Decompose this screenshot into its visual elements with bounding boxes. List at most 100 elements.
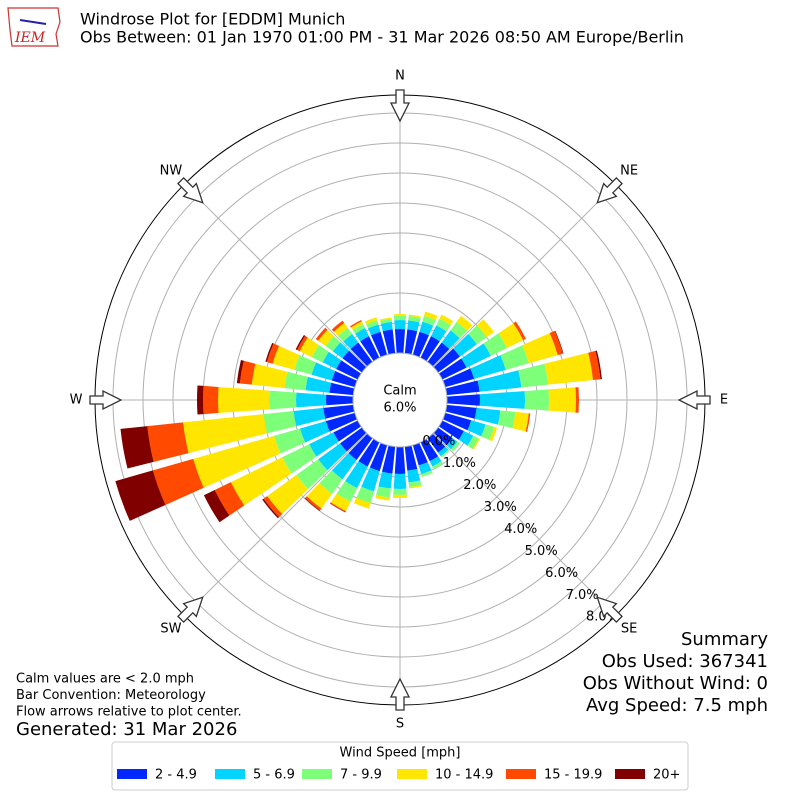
wind-bar-segment	[251, 363, 288, 389]
wind-bar-segment	[477, 370, 522, 392]
compass-label: E	[720, 393, 728, 408]
ring-grid-line	[172, 172, 628, 628]
compass-label: S	[396, 717, 404, 732]
wind-bar-segment	[445, 380, 480, 396]
wind-bar-segment	[305, 496, 322, 511]
radial-grid-line	[183, 399, 401, 617]
wind-bar-segment	[427, 433, 446, 453]
flow-arrow	[389, 89, 411, 123]
wind-bar-segment	[382, 329, 396, 355]
wind-bar-segment	[217, 386, 270, 414]
wind-bar-segment	[183, 414, 268, 454]
wind-bar-segment	[367, 324, 381, 336]
wind-bar-segment	[147, 422, 189, 462]
r-tick-label: 1.0%	[443, 456, 476, 471]
wind-bar-segment	[431, 325, 447, 342]
wind-bar-segment	[450, 321, 468, 339]
wind-bar-segment	[393, 315, 407, 321]
wind-bar-segment	[479, 391, 526, 409]
flow-arrow	[177, 177, 204, 204]
wind-bar-segment	[453, 333, 477, 357]
legend-label: 10 - 14.9	[435, 768, 493, 783]
wind-bar-segment	[522, 333, 558, 364]
wind-bar-segment	[476, 319, 494, 338]
wind-bar-segment	[450, 441, 460, 452]
radial-grid-line	[399, 399, 617, 617]
wind-bar-segment	[299, 337, 319, 358]
flow-arrow-shape	[177, 177, 204, 204]
wind-bar-segment	[284, 371, 308, 391]
logo-line	[19, 19, 47, 25]
wind-bar-segment	[350, 342, 373, 367]
wind-bar-segment	[412, 331, 429, 358]
wind-bar-segment	[433, 348, 460, 373]
wind-bar-segment	[282, 444, 317, 474]
logo-outline	[7, 7, 61, 47]
wind-bar-segment	[326, 394, 354, 406]
chart-subtitle: Obs Between: 01 Jan 1970 01:00 PM - 31 M…	[80, 28, 684, 47]
wind-bar-segment	[356, 486, 374, 503]
wind-bar-segment	[267, 475, 309, 515]
wind-bar-segment	[315, 327, 328, 341]
wind-bar-segment	[348, 433, 373, 460]
wind-bar-segment	[274, 428, 306, 454]
wind-bar-segment	[407, 320, 420, 332]
wind-bar-segment	[429, 456, 442, 467]
wind-bar-segment	[446, 438, 458, 450]
footnote: Calm values are < 2.0 mph	[16, 672, 194, 687]
legend-swatch	[506, 769, 536, 779]
compass-label: W	[70, 393, 83, 408]
wind-bar-segment	[513, 321, 526, 341]
legend-label: 2 - 4.9	[155, 768, 197, 783]
wind-bar-segment	[442, 368, 475, 388]
wind-bar-segment	[404, 445, 418, 471]
wind-bar-segment	[518, 363, 549, 388]
wind-bar-segment	[330, 502, 347, 513]
legend-title: Wind Speed [mph]	[340, 746, 461, 761]
legend-swatch	[117, 769, 147, 779]
legend-swatch	[397, 769, 427, 779]
wind-bar-segment	[306, 483, 332, 509]
compass-label: SW	[160, 622, 181, 637]
wind-bar-segment	[333, 420, 362, 442]
wind-bar-segment	[380, 321, 393, 332]
calm-label: Calm	[383, 384, 416, 399]
wind-bar-segment	[294, 355, 317, 375]
flow-arrow	[389, 677, 411, 711]
wind-bar-segment	[309, 432, 339, 457]
wind-bar-segment	[524, 389, 549, 411]
wind-bar-segment	[115, 470, 166, 521]
wind-bar-segment	[358, 438, 380, 467]
r-tick-label: 5.0%	[525, 544, 558, 559]
ring-grid-line	[142, 142, 658, 658]
wind-bar-segment	[120, 426, 154, 469]
wind-bar-segment	[440, 449, 450, 458]
summary-line: Avg Speed: 7.5 mph	[586, 695, 768, 716]
wind-bar-segment	[329, 503, 346, 513]
wind-bar-segment	[575, 387, 579, 413]
radial-grid-line	[399, 183, 617, 401]
wind-bar-segment	[322, 351, 342, 369]
legend-swatch	[215, 769, 245, 779]
wind-bar-segment	[325, 412, 358, 432]
flow-arrow	[89, 389, 123, 411]
wind-bar-segment	[203, 489, 230, 523]
wind-bar-segment	[420, 438, 439, 462]
wind-bar-segment	[236, 360, 244, 384]
wind-bar-segment	[333, 323, 348, 337]
r-tick-label: 2.0%	[463, 478, 496, 493]
wind-bar-segment	[439, 314, 454, 326]
wind-bar-segment	[512, 411, 529, 432]
wind-bar-segment	[554, 330, 564, 354]
wind-bar-segment	[311, 345, 329, 363]
wind-bar-segment	[423, 311, 438, 321]
compass-label: NW	[160, 163, 183, 178]
wind-bar-segment	[371, 331, 388, 358]
wind-bar-segment	[468, 325, 487, 345]
wind-bar-segment	[152, 458, 204, 505]
wind-bar-segment	[458, 431, 474, 446]
summary-line: Obs Used: 367341	[602, 651, 768, 672]
wind-bar-segment	[343, 333, 359, 350]
wind-bar-segment	[420, 336, 440, 362]
